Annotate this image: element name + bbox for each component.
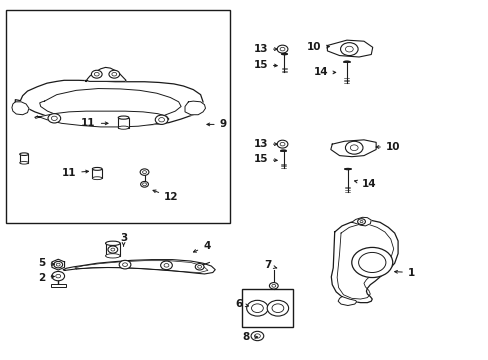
Polygon shape [15, 80, 203, 126]
Circle shape [266, 300, 288, 316]
Text: 5: 5 [38, 258, 54, 268]
Polygon shape [330, 140, 375, 157]
Polygon shape [330, 220, 397, 303]
Circle shape [54, 261, 62, 268]
Circle shape [119, 260, 131, 269]
Circle shape [271, 304, 283, 312]
Bar [51, 284, 65, 287]
Circle shape [195, 264, 203, 270]
Circle shape [197, 265, 201, 268]
Circle shape [94, 72, 99, 76]
Text: 14: 14 [354, 179, 375, 189]
Ellipse shape [20, 162, 28, 164]
Circle shape [280, 47, 285, 51]
Bar [105, 243, 120, 256]
Text: 13: 13 [253, 139, 277, 149]
Text: 4: 4 [193, 241, 210, 252]
Circle shape [158, 118, 164, 122]
Circle shape [349, 145, 357, 150]
Circle shape [140, 169, 149, 175]
Circle shape [51, 116, 57, 121]
Circle shape [48, 114, 61, 123]
Polygon shape [85, 67, 126, 81]
Circle shape [108, 246, 118, 253]
Circle shape [142, 183, 146, 186]
Bar [242, 289, 293, 327]
Circle shape [251, 304, 263, 312]
Text: 3: 3 [120, 233, 127, 246]
Circle shape [246, 300, 267, 316]
Ellipse shape [281, 53, 286, 55]
Circle shape [141, 181, 148, 187]
Circle shape [109, 70, 120, 78]
Ellipse shape [92, 177, 102, 180]
Bar [92, 169, 102, 178]
Circle shape [254, 334, 260, 338]
Circle shape [111, 248, 115, 251]
Text: 2: 2 [38, 273, 54, 283]
Circle shape [112, 72, 117, 76]
Text: 7: 7 [264, 260, 276, 270]
Bar [20, 154, 28, 163]
Text: 10: 10 [306, 42, 329, 51]
Polygon shape [327, 40, 372, 57]
Polygon shape [12, 102, 29, 115]
Circle shape [91, 70, 102, 78]
Circle shape [56, 263, 60, 266]
Circle shape [163, 264, 168, 267]
Text: 15: 15 [253, 59, 277, 69]
Polygon shape [52, 259, 64, 270]
Circle shape [345, 141, 362, 154]
Polygon shape [184, 101, 205, 115]
Ellipse shape [118, 126, 129, 129]
Polygon shape [63, 260, 215, 274]
Text: 13: 13 [253, 44, 277, 54]
Ellipse shape [280, 150, 285, 151]
Polygon shape [35, 111, 168, 127]
Ellipse shape [20, 153, 28, 156]
Text: 9: 9 [206, 120, 226, 129]
Ellipse shape [92, 167, 102, 170]
Circle shape [359, 221, 362, 223]
Ellipse shape [345, 168, 350, 170]
Circle shape [271, 284, 275, 287]
Circle shape [56, 274, 61, 278]
Circle shape [160, 261, 172, 270]
Circle shape [155, 115, 167, 125]
Ellipse shape [105, 254, 120, 258]
Text: 14: 14 [313, 67, 335, 77]
Circle shape [269, 283, 278, 289]
Bar [5, 10, 229, 223]
Circle shape [250, 331, 263, 341]
Polygon shape [337, 297, 356, 306]
Circle shape [358, 252, 385, 273]
Circle shape [122, 263, 127, 266]
Text: 12: 12 [153, 190, 178, 202]
Circle shape [142, 171, 146, 174]
Circle shape [52, 271, 64, 281]
Polygon shape [351, 217, 370, 226]
Bar [118, 118, 129, 128]
Ellipse shape [105, 241, 120, 246]
Text: 1: 1 [394, 267, 414, 278]
Circle shape [340, 42, 357, 55]
Ellipse shape [118, 116, 129, 119]
Circle shape [351, 247, 392, 278]
Circle shape [345, 46, 352, 52]
Text: 15: 15 [253, 154, 277, 164]
Text: 8: 8 [242, 332, 257, 342]
Text: 6: 6 [235, 299, 248, 309]
Text: 10: 10 [375, 142, 400, 152]
Circle shape [277, 140, 287, 148]
Text: 11: 11 [81, 118, 108, 128]
Text: 11: 11 [61, 168, 88, 178]
Circle shape [357, 219, 365, 225]
Circle shape [280, 142, 285, 146]
Ellipse shape [344, 61, 349, 62]
Circle shape [277, 45, 287, 53]
